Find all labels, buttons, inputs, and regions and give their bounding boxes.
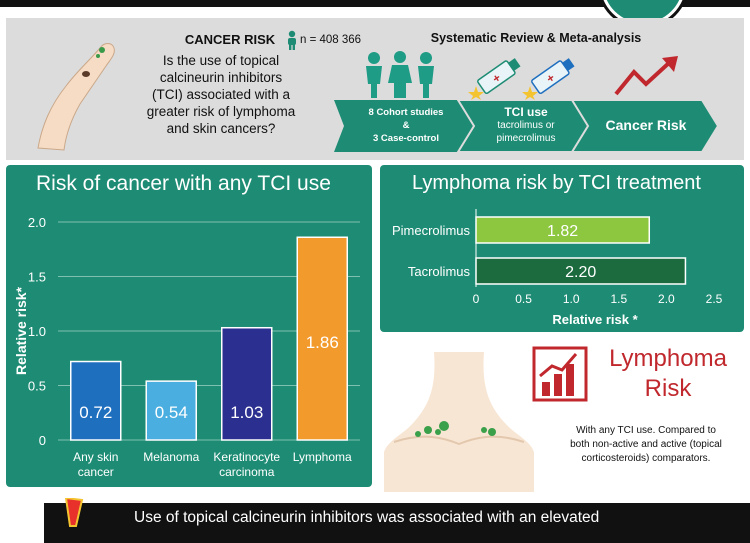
top-bar [0,0,750,7]
flow-line: TCI use [504,105,548,119]
y-tick-label: Tacrolimus [408,264,471,279]
y-tick-label: 1.5 [28,270,46,285]
y-tick-label: 1.0 [28,324,46,339]
y-tick-label: 0 [39,433,46,448]
people-icon [366,51,434,98]
bar-value-label: 2.20 [565,264,596,281]
bar-value-label: 1.03 [230,403,263,422]
y-tick-label: 2.0 [28,215,46,230]
title-line: Lymphoma [609,345,727,372]
flow-label-tci: TCI use tacrolimus or pimecrolimus [472,106,580,145]
arm-illustration [37,43,115,151]
x-tick-label: 2.5 [706,292,723,306]
x-tick-label: carcinoma [219,465,275,479]
bar [296,236,348,441]
x-axis-label: Relative risk * [552,312,638,327]
question-line: calcineurin inhibitors [159,70,283,85]
flow-line: pimecrolimus [496,133,556,144]
bar-value-label: 0.54 [155,403,188,422]
research-question: Is the use of topical calcineurin inhibi… [118,52,324,137]
flow-line: & [402,120,410,131]
question-line: and skin cancers? [166,121,276,136]
question-line: Is the use of topical [162,53,280,68]
x-tick-label: Any skin [73,450,118,464]
bar [145,380,197,441]
trend-up-icon [614,56,678,96]
chart-title: Risk of cancer with any TCI use [36,172,331,195]
bar-value-label: 1.82 [547,223,578,240]
y-tick-label: 0.5 [28,379,46,394]
flow-step-studies [334,100,480,152]
person-icon [288,30,296,50]
note-line: With any TCI use. Compared to [576,425,716,436]
note-line: corticosteroids) comparators. [581,453,711,464]
sample-size: n = 408 366 [300,34,362,46]
flow-step-cancer [570,100,720,152]
x-tick-label: Lymphoma [293,450,352,464]
question-title: CANCER RISK [184,32,276,47]
x-tick-label: Melanoma [143,450,199,464]
x-tick-label: 1.0 [563,292,580,306]
flow-line: tacrolimus or [497,120,555,131]
bar [221,326,273,441]
x-tick-label: 0.5 [515,292,532,306]
x-tick-label: 0 [473,292,480,306]
exclamation-icon [64,498,84,527]
comparison-note: With any TCI use. Compared to both non-a… [548,424,744,466]
y-tick-label: Pimecrolimus [392,223,471,238]
bar [475,257,687,285]
bar-chart-icon [532,346,588,402]
x-tick-label: 1.5 [610,292,627,306]
flow-line: 8 Cohort studies [368,107,444,118]
question-line: greater risk of lymphoma [146,104,296,119]
lymphoma-risk-title: Lymphoma Risk [598,344,738,404]
note-line: both non-active and active (topical [570,439,722,450]
bar-value-label: 1.86 [306,333,339,352]
bar-value-label: 0.72 [79,403,112,422]
y-axis-label: Relative risk* [13,286,29,374]
flow-line: 3 Case-control [373,133,439,144]
neck-illustration [384,352,534,492]
bar [475,216,651,244]
chart-title: Lymphoma risk by TCI treatment [412,172,701,194]
title-line: Risk [644,375,692,402]
x-tick-label: cancer [78,465,114,479]
flow-step-tci [456,100,596,152]
conclusion-text: Use of topical calcineurin inhibitors wa… [134,509,600,526]
question-line: (TCI) associated with a [151,87,291,102]
flow-label-cancer: Cancer Risk [605,117,687,133]
bar [70,360,122,441]
cream-tubes-icon: + + [468,58,575,100]
study-flow [334,100,720,152]
flow-label-studies: 8 Cohort studies & 3 Case-control [348,106,464,145]
x-tick-label: Keratinocyte [213,450,280,464]
lymphoma-treatment-panel [380,165,744,332]
review-title: Systematic Review & Meta-analysis [430,31,642,45]
x-tick-label: 2.0 [658,292,675,306]
